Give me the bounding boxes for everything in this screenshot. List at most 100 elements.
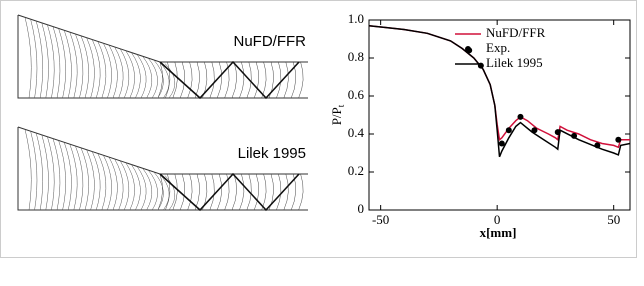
contour-line xyxy=(136,166,147,211)
contour-line xyxy=(283,61,289,99)
contour-line xyxy=(165,61,171,99)
contour-line xyxy=(63,30,72,99)
contour-line xyxy=(224,61,230,99)
contour-line xyxy=(75,145,84,211)
contour-line xyxy=(231,173,237,211)
contour-line xyxy=(91,39,101,99)
contour-line xyxy=(253,61,259,99)
contour-line xyxy=(246,173,252,211)
contour-line xyxy=(131,52,141,99)
contour-line xyxy=(35,20,43,99)
contour-line xyxy=(268,173,274,211)
contour-line xyxy=(47,24,55,99)
contour-line xyxy=(80,35,89,99)
y-tick-label: 0.4 xyxy=(348,125,365,140)
contour-line xyxy=(253,173,259,211)
contour-line xyxy=(97,41,107,99)
shock-line xyxy=(159,172,300,212)
contour-line xyxy=(41,134,49,211)
legend-label: NuFD/FFR xyxy=(486,25,546,40)
contour-line xyxy=(239,61,245,99)
y-axis-label-main: P/P xyxy=(329,107,344,125)
contour-line xyxy=(172,173,178,211)
contour-line xyxy=(164,175,176,211)
contour-line xyxy=(283,173,289,211)
data-point xyxy=(505,127,512,134)
contour-line xyxy=(131,164,141,211)
contour-line xyxy=(231,61,237,99)
y-tick-label: 0.8 xyxy=(348,49,364,64)
contour-line xyxy=(41,22,49,99)
contour-line xyxy=(194,173,200,211)
contour-line xyxy=(290,173,296,211)
contour-line xyxy=(153,59,164,99)
contour-line xyxy=(153,171,164,211)
contour-line xyxy=(179,173,185,211)
contour-line xyxy=(172,61,178,99)
contour-line xyxy=(164,63,176,99)
contour-line xyxy=(187,61,193,99)
shock-line xyxy=(159,60,300,100)
contour-line xyxy=(261,61,267,99)
y-tick-label: 0 xyxy=(358,201,365,216)
plot-area xyxy=(368,19,631,211)
panel-label: Lilek 1995 xyxy=(238,145,306,162)
contour-line xyxy=(58,28,66,99)
contour-line xyxy=(108,44,118,99)
contour-line xyxy=(47,136,55,211)
contour-line xyxy=(24,129,32,211)
contour-line xyxy=(157,173,163,211)
series-line xyxy=(368,24,631,158)
contour-line xyxy=(216,173,222,211)
contour-line xyxy=(298,173,304,211)
contour-line xyxy=(187,173,193,211)
contour-line xyxy=(209,173,215,211)
contour-line xyxy=(209,61,215,99)
contour-line xyxy=(165,173,171,211)
data-point xyxy=(615,136,622,143)
data-point xyxy=(531,127,538,134)
contour-line xyxy=(194,61,200,99)
contour-line xyxy=(276,61,282,99)
contour-line xyxy=(80,147,89,211)
contour-line xyxy=(69,144,78,211)
contour-line xyxy=(268,61,274,99)
contour-line xyxy=(119,160,130,211)
contour-line xyxy=(290,61,296,99)
contour-line xyxy=(52,26,61,99)
legend-label: Exp. xyxy=(486,40,510,55)
contour-line xyxy=(261,173,267,211)
y-axis-label: P/Pt xyxy=(329,104,346,125)
x-tick-label: -50 xyxy=(372,212,389,227)
y-tick-label: 0.6 xyxy=(348,87,365,102)
contour-plots xyxy=(17,14,308,212)
contour-line xyxy=(239,173,245,211)
contour-line xyxy=(103,155,112,211)
contour-line xyxy=(125,50,135,99)
frame xyxy=(0,0,637,258)
x-tick-label: 0 xyxy=(494,212,501,227)
contour-line xyxy=(30,131,38,211)
contour-line xyxy=(179,61,185,99)
contour-line xyxy=(114,46,124,99)
contour-line xyxy=(108,156,118,211)
contour-line xyxy=(86,149,95,211)
x-axis-label: x[mm] xyxy=(480,225,517,240)
contour-line xyxy=(35,132,43,211)
contour-line xyxy=(97,153,107,211)
contour-line xyxy=(148,57,158,99)
contour-line xyxy=(224,173,230,211)
contour-line xyxy=(69,32,78,99)
contour-line xyxy=(30,19,38,99)
contour-line xyxy=(142,56,153,99)
contour-line xyxy=(58,140,66,211)
data-point xyxy=(517,113,524,120)
contour-line xyxy=(136,54,147,99)
contour-line xyxy=(119,48,130,99)
contour-line xyxy=(75,33,84,99)
contour-line xyxy=(114,158,124,211)
contour-line xyxy=(91,151,101,211)
contour-line xyxy=(216,61,222,99)
contour-line xyxy=(24,17,32,99)
